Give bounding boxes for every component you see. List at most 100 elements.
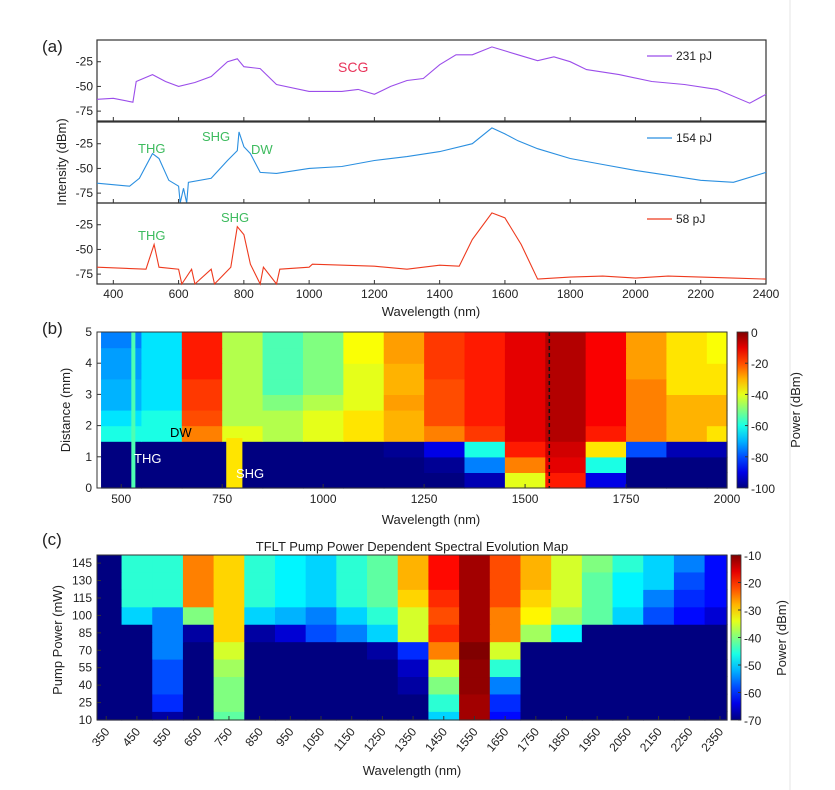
heatmap-cell bbox=[520, 641, 552, 660]
heatmap-cell bbox=[305, 641, 337, 660]
heatmap-cell bbox=[121, 606, 153, 625]
heatmap-cell bbox=[343, 378, 385, 395]
heatmap-cell bbox=[612, 693, 644, 712]
heatmap-cell bbox=[262, 472, 304, 489]
heatmap-cell bbox=[336, 624, 368, 643]
x-tick-label: 1650 bbox=[484, 725, 512, 755]
heatmap-cell bbox=[397, 693, 430, 712]
x-tick-label: 600 bbox=[169, 287, 189, 301]
colorbar-tick-label: -40 bbox=[744, 632, 762, 646]
heatmap-cell bbox=[551, 641, 583, 660]
heatmap-cell bbox=[464, 394, 506, 411]
y-tick-label: 1 bbox=[85, 450, 92, 464]
heatmap-cell bbox=[643, 589, 675, 608]
heatmap-cell bbox=[489, 693, 522, 712]
heatmap-cell bbox=[585, 425, 627, 442]
heatmap-cell bbox=[666, 410, 708, 427]
heatmap-cell bbox=[673, 624, 706, 643]
heatmap-cell bbox=[262, 363, 304, 380]
heatmap-cell bbox=[397, 624, 430, 643]
y-tick-label: -75 bbox=[76, 267, 94, 281]
annotation-dw-154: DW bbox=[251, 142, 273, 157]
y-tick-label: -25 bbox=[76, 55, 94, 69]
heatmap-cell bbox=[706, 347, 728, 364]
x-tick-label: 2400 bbox=[753, 287, 780, 301]
heatmap-cell bbox=[213, 658, 245, 678]
colorbar-tick-label: -10 bbox=[744, 549, 762, 563]
panel-b-ylabel: Distance (mm) bbox=[58, 368, 73, 453]
heatmap-cell bbox=[152, 711, 184, 721]
annotation-thg-58: THG bbox=[138, 228, 165, 243]
series-line-154-pJ bbox=[96, 127, 767, 204]
panel-a-spectra: (a) -25 -50 -75 231 pJ -25 -50 -75 154 pJ -25 -50… bbox=[42, 37, 780, 319]
heatmap-cell bbox=[383, 347, 425, 364]
heatmap-cell bbox=[181, 425, 223, 442]
legend-label: 154 pJ bbox=[676, 131, 712, 145]
heatmap-cell bbox=[459, 676, 491, 695]
heatmap-cell bbox=[551, 711, 583, 721]
x-tick-label: 1800 bbox=[557, 287, 584, 301]
x-tick-label: 2250 bbox=[668, 725, 696, 755]
panel-c-xlabel: Wavelength (nm) bbox=[363, 763, 462, 778]
y-tick-label: 115 bbox=[73, 591, 92, 605]
heatmap-cell bbox=[545, 456, 587, 473]
heatmap-cell bbox=[706, 472, 728, 489]
heatmap-cell bbox=[428, 589, 460, 608]
heatmap-cell bbox=[612, 589, 644, 608]
heatmap-cell bbox=[336, 641, 368, 660]
heatmap-cell bbox=[343, 347, 385, 364]
heatmap-cell bbox=[585, 472, 627, 489]
heatmap-cell bbox=[706, 410, 728, 427]
heatmap-cell bbox=[274, 676, 307, 695]
heatmap-cell bbox=[612, 555, 644, 573]
heatmap-cell bbox=[383, 472, 425, 489]
heatmap-cell bbox=[489, 571, 522, 590]
heatmap-cell bbox=[626, 425, 668, 442]
heatmap-cell bbox=[489, 641, 522, 660]
x-tick-label: 2350 bbox=[698, 725, 726, 755]
heatmap-cell bbox=[706, 332, 728, 349]
colorbar-tick-label: -60 bbox=[751, 420, 769, 434]
heatmap-cell bbox=[459, 589, 491, 608]
heatmap-cell bbox=[97, 711, 123, 721]
heatmap-cell bbox=[222, 394, 264, 411]
x-tick-label: 1550 bbox=[453, 725, 481, 755]
heatmap-cell bbox=[152, 641, 184, 660]
feature-band-thg bbox=[131, 332, 136, 488]
heatmap-cell bbox=[182, 624, 215, 643]
heatmap-cell bbox=[305, 658, 337, 678]
heatmap-cell bbox=[181, 332, 223, 349]
x-tick-label: 950 bbox=[273, 725, 297, 750]
x-tick-label: 1250 bbox=[361, 725, 389, 755]
heatmap-cell bbox=[706, 441, 728, 458]
heatmap-cell bbox=[244, 676, 276, 695]
panel-c-pump-power-map: (c) TFLT Pump Power Dependent Spectral E… bbox=[42, 530, 789, 778]
heatmap-cell bbox=[424, 472, 466, 489]
x-tick-label: 750 bbox=[212, 725, 236, 750]
x-tick-label: 1200 bbox=[361, 287, 388, 301]
heatmap-cell bbox=[397, 555, 430, 573]
heatmap-cell bbox=[141, 441, 183, 458]
subplot-frame bbox=[96, 202, 767, 285]
x-tick-label: 1850 bbox=[545, 725, 573, 755]
heatmap-cell bbox=[152, 571, 184, 590]
x-tick-label: 2050 bbox=[606, 725, 634, 755]
heatmap-cell bbox=[428, 555, 460, 573]
heatmap-cell bbox=[504, 456, 546, 473]
heatmap-cell bbox=[464, 472, 506, 489]
heatmap-cell bbox=[428, 658, 460, 678]
heatmap-cell bbox=[121, 676, 153, 695]
heatmap-cell bbox=[666, 441, 708, 458]
heatmap-cell bbox=[551, 571, 583, 590]
heatmap-cell bbox=[302, 441, 344, 458]
heatmap-cell bbox=[489, 658, 522, 678]
heatmap-cell bbox=[520, 571, 552, 590]
heatmap-cell bbox=[551, 589, 583, 608]
heatmap-cell bbox=[244, 641, 276, 660]
heatmap-cell bbox=[626, 332, 668, 349]
heatmap-cell bbox=[643, 711, 675, 721]
panel-c-title: TFLT Pump Power Dependent Spectral Evolu… bbox=[256, 539, 568, 554]
y-tick-label: 10 bbox=[79, 713, 93, 727]
heatmap-cell bbox=[424, 456, 466, 473]
heatmap-cell bbox=[520, 711, 552, 721]
